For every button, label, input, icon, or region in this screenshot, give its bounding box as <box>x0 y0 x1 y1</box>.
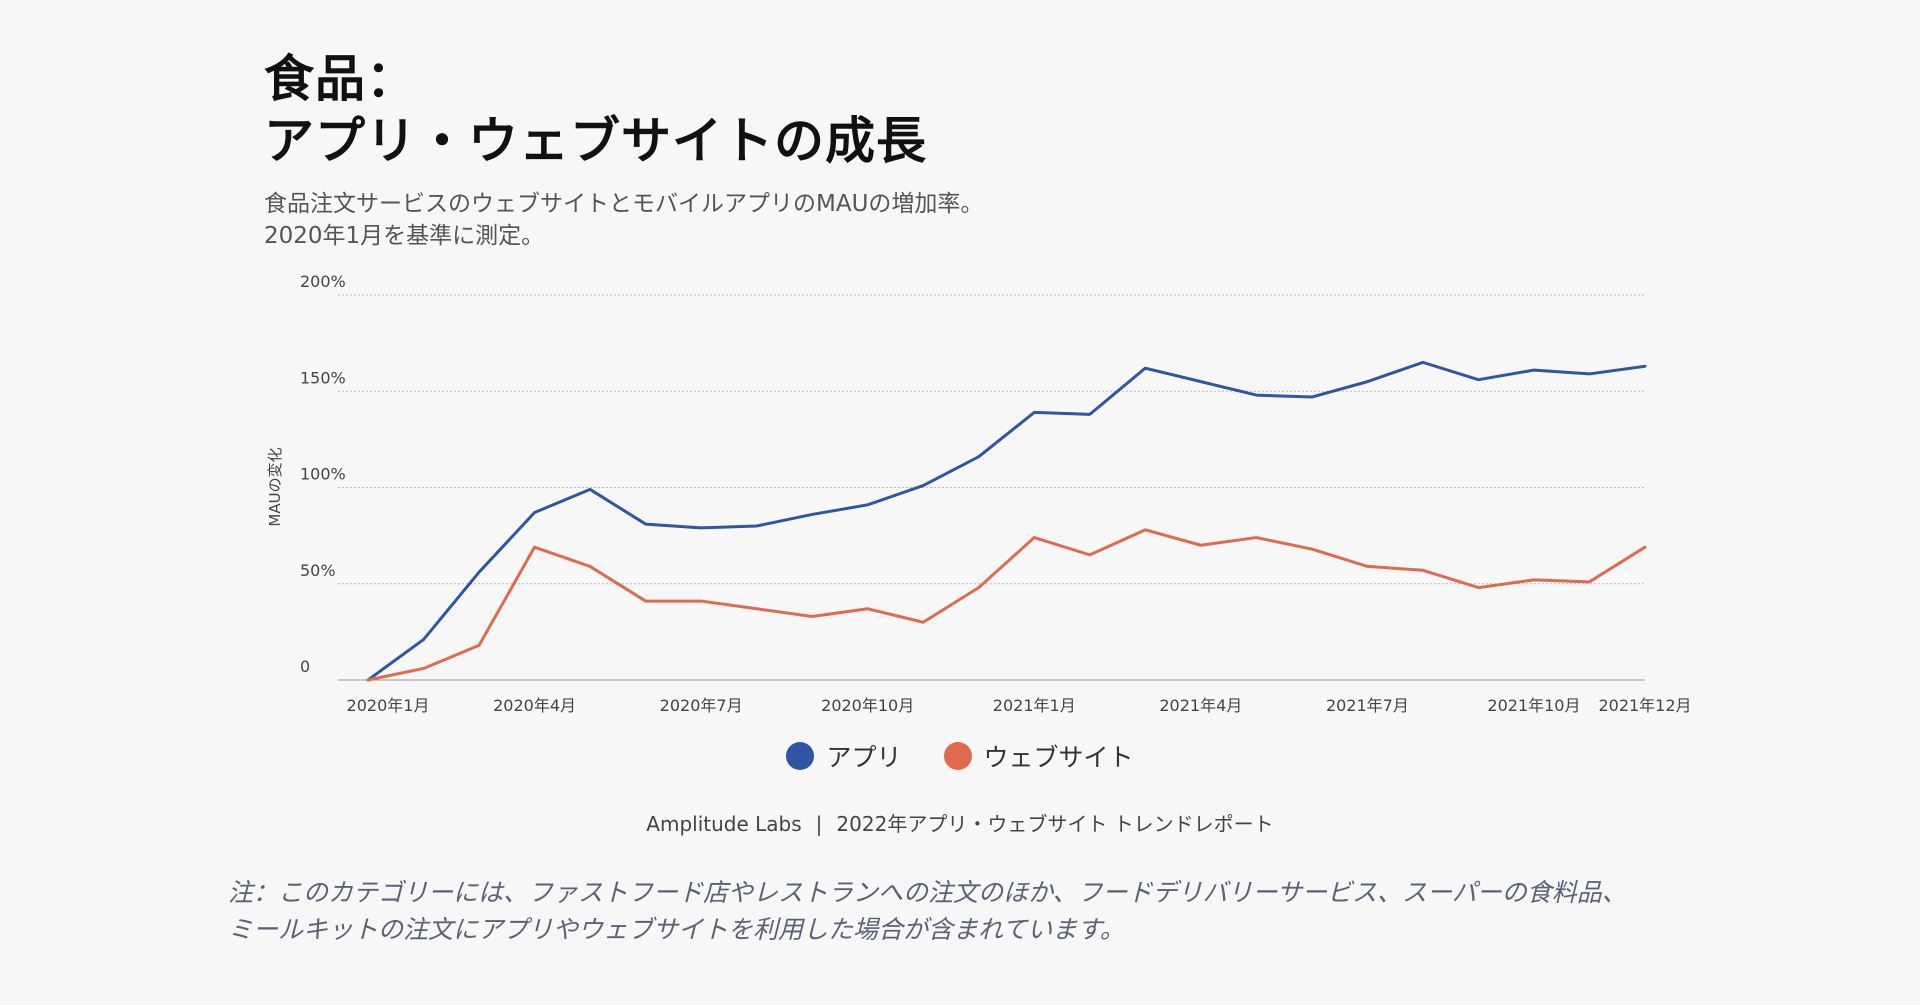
subtitle-line-2: 2020年1月を基準に測定。 <box>264 223 545 249</box>
legend-label-app: アプリ <box>826 743 902 772</box>
source-separator: | <box>815 812 823 836</box>
series-layer <box>366 360 1647 682</box>
x-tick-label: 2021年7月 <box>1326 696 1409 715</box>
chart-legend: アプリ ウェブサイト <box>0 738 1920 774</box>
x-tick-label: 2021年10月 <box>1487 696 1580 715</box>
footnote-line-2: ミールキットの注文にアプリやウェブサイトを利用した場合が含まれています。 <box>228 915 1125 944</box>
line-chart: 0 50% 100% 150% 200% MAUの変化 2020年1月 2020年4月 2020… <box>266 272 1692 715</box>
title-line-1: 食品： <box>264 50 417 108</box>
subtitle-line-1: 食品注文サービスのウェブサイトとモバイルアプリのMAUの増加率。 <box>264 191 984 217</box>
x-tick-label: 2020年4月 <box>493 696 576 715</box>
page-subtitle: 食品注文サービスのウェブサイトとモバイルアプリのMAUの増加率。 2020年1月… <box>264 188 983 252</box>
grid-layer <box>338 294 1645 681</box>
x-tick-label: 2020年7月 <box>660 696 743 715</box>
footnote: 注：このカテゴリーには、ファストフード店やレストランへの注文のほか、フードデリバ… <box>228 874 1627 948</box>
legend-label-website: ウェブサイト <box>983 743 1134 772</box>
y-tick-label: 0 <box>300 657 310 676</box>
title-line-2: アプリ・ウェブサイトの成長 <box>264 112 927 170</box>
source-report: 2022年アプリ・ウェブサイト トレンドレポート <box>836 812 1274 836</box>
page-title: 食品： アプリ・ウェブサイトの成長 <box>264 48 927 172</box>
y-tick-label: 50% <box>300 561 336 580</box>
x-tick-label: 2021年4月 <box>1159 696 1242 715</box>
legend-item-app: アプリ <box>786 738 902 774</box>
y-tick-label: 150% <box>300 368 346 387</box>
legend-item-website: ウェブサイト <box>943 738 1134 774</box>
x-tick-label: 2021年1月 <box>993 696 1076 715</box>
x-tick-label: 2021年12月 <box>1598 696 1691 715</box>
y-tick-label: 100% <box>300 465 346 484</box>
source-credit: Amplitude Labs | 2022年アプリ・ウェブサイト トレンドレポート <box>0 808 1920 837</box>
axis-layer: 0 50% 100% 150% 200% MAUの変化 2020年1月 2020年4月 2020… <box>266 272 1692 715</box>
x-tick-label: 2020年1月 <box>347 696 430 715</box>
footnote-line-1: 注：このカテゴリーには、ファストフード店やレストランへの注文のほか、フードデリバ… <box>228 878 1627 907</box>
legend-dot-app <box>786 742 815 770</box>
source-org: Amplitude Labs <box>646 812 802 836</box>
series-line-website <box>366 528 1647 682</box>
series-line-app <box>366 360 1647 682</box>
x-tick-label: 2020年10月 <box>821 696 914 715</box>
y-axis-label: MAUの変化 <box>266 447 284 526</box>
y-tick-label: 200% <box>300 272 346 291</box>
legend-dot-website <box>943 742 972 770</box>
